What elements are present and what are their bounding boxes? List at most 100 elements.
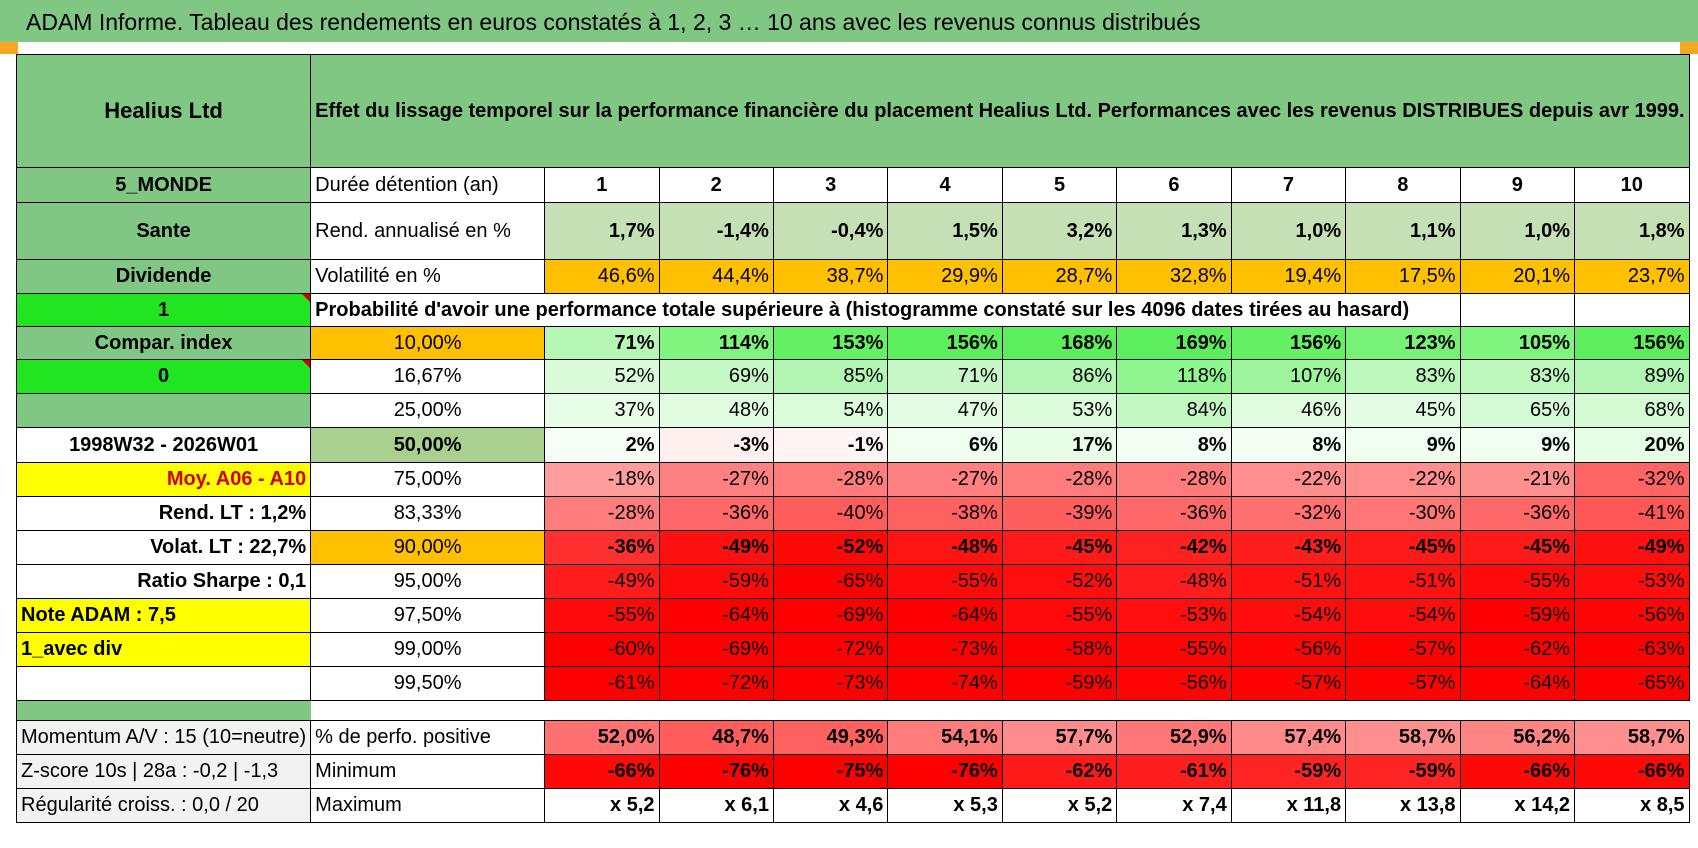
pos-cell: 58,7% — [1574, 720, 1690, 755]
quantile-cell: 37% — [544, 393, 660, 428]
year-header: 5 — [1001, 167, 1118, 203]
quantile-cell: 48% — [658, 393, 774, 428]
quantile-cell: -59% — [658, 564, 774, 599]
volat-lt-label: Volat. LT : 22,7% — [15, 530, 312, 565]
min-cell: -75% — [772, 754, 889, 789]
quantile-cell: -54% — [1230, 598, 1347, 633]
quantile-cell: 52% — [544, 359, 660, 394]
zone-label: 5_MONDE — [15, 167, 312, 203]
quantile-cell: -36% — [544, 530, 660, 565]
quantile-pct: 99,50% — [310, 666, 546, 701]
quantile-cell: -55% — [544, 598, 660, 633]
min-cell: -66% — [1574, 754, 1690, 789]
corner-marker-left — [0, 42, 18, 54]
quantile-pct: 75,00% — [310, 462, 546, 497]
quantile-cell: 9% — [1345, 427, 1461, 463]
flag-cell-2[interactable]: 0 — [15, 359, 312, 394]
year-header: 3 — [772, 167, 889, 203]
vol-cell: 29,9% — [887, 259, 1003, 294]
quantile-cell: 71% — [544, 326, 660, 360]
year-header: 1 — [544, 167, 660, 203]
quantile-cell: 89% — [1574, 359, 1690, 394]
quantile-cell: -55% — [1116, 632, 1232, 667]
zscore-label: Z-score 10s | 28a : -0,2 | -1,3 — [15, 754, 312, 789]
quantile-cell: -74% — [887, 666, 1003, 701]
rend-cell: 1,5% — [887, 202, 1003, 260]
empty-cell — [1459, 293, 1576, 327]
quantile-cell: -51% — [1230, 564, 1347, 599]
quantile-cell: 86% — [1001, 359, 1118, 394]
flag-value: 0 — [158, 365, 170, 387]
min-cell: -61% — [1116, 754, 1232, 789]
quantile-cell: 114% — [658, 326, 774, 360]
year-header: 9 — [1459, 167, 1576, 203]
quantile-cell: 65% — [1459, 393, 1576, 428]
year-header: 7 — [1230, 167, 1347, 203]
vol-cell: 19,4% — [1230, 259, 1347, 294]
quantile-cell: -53% — [1574, 564, 1690, 599]
quantile-cell: -64% — [887, 598, 1003, 633]
quantile-cell: -49% — [544, 564, 660, 599]
type-label: Dividende — [15, 259, 312, 294]
quantile-pct: 95,00% — [310, 564, 546, 599]
quantile-cell: 153% — [772, 326, 889, 360]
min-cell: -59% — [1345, 754, 1461, 789]
sector-label: Sante — [15, 202, 312, 260]
empty-green-cell — [15, 393, 312, 428]
quantile-cell: -48% — [887, 530, 1003, 565]
quantile-cell: -28% — [544, 496, 660, 531]
max-cell: x 11,8 — [1230, 788, 1347, 823]
quantile-cell: 118% — [1116, 359, 1232, 394]
quantile-cell: -61% — [544, 666, 660, 701]
quantile-cell: 17% — [1001, 427, 1118, 463]
max-cell: x 5,2 — [544, 788, 660, 823]
quantile-cell: -18% — [544, 462, 660, 497]
quantile-cell: -56% — [1116, 666, 1232, 701]
min-cell: -66% — [544, 754, 660, 789]
quantile-cell: -51% — [1345, 564, 1461, 599]
vol-cell: 17,5% — [1345, 259, 1461, 294]
quantile-cell: -36% — [1116, 496, 1232, 531]
year-header: 4 — [887, 167, 1003, 203]
quantile-cell: -28% — [1001, 462, 1118, 497]
rend-cell: 1,3% — [1116, 202, 1232, 260]
flag-cell-1[interactable]: 1 — [15, 293, 312, 327]
quantile-cell: 53% — [1001, 393, 1118, 428]
vol-cell: 46,6% — [544, 259, 660, 294]
quantile-cell: -36% — [658, 496, 774, 531]
quantile-pct: 99,00% — [310, 632, 546, 667]
quantile-cell: -49% — [658, 530, 774, 565]
pos-cell: 52,9% — [1116, 720, 1232, 755]
quantile-cell: -49% — [1574, 530, 1690, 565]
quantile-cell: 6% — [887, 427, 1003, 463]
max-cell: x 8,5 — [1574, 788, 1690, 823]
quantile-cell: -22% — [1230, 462, 1347, 497]
year-header: 2 — [658, 167, 774, 203]
duree-label: Durée détention (an) — [310, 167, 546, 203]
year-header: 6 — [1116, 167, 1232, 203]
report-title: ADAM Informe. Tableau des rendements en … — [0, 0, 1698, 42]
pos-cell: 58,7% — [1345, 720, 1461, 755]
pos-cell: 52,0% — [544, 720, 660, 755]
comment-indicator — [302, 294, 310, 302]
rend-cell: -0,4% — [772, 202, 889, 260]
quantile-cell: -69% — [658, 632, 774, 667]
quantile-cell: 83% — [1459, 359, 1576, 394]
quantile-cell: -55% — [887, 564, 1003, 599]
spacer-green-cell — [15, 700, 311, 721]
rend-cell: 1,0% — [1459, 202, 1576, 260]
vol-label: Volatilité en % — [310, 259, 546, 294]
max-cell: x 14,2 — [1459, 788, 1576, 823]
quantile-cell: 68% — [1574, 393, 1690, 428]
rend-cell: 1,7% — [544, 202, 660, 260]
quantile-pct: 50,00% — [310, 427, 546, 463]
quantile-cell: -45% — [1001, 530, 1118, 565]
max-cell: x 6,1 — [658, 788, 774, 823]
quantile-pct: 83,33% — [310, 496, 546, 531]
quantile-cell: -32% — [1574, 462, 1690, 497]
quantile-cell: -27% — [887, 462, 1003, 497]
rend-cell: 1,1% — [1345, 202, 1461, 260]
table-subtitle: Effet du lissage temporel sur la perform… — [310, 54, 1690, 168]
quantile-cell: -57% — [1345, 632, 1461, 667]
quantile-cell: 156% — [887, 326, 1003, 360]
